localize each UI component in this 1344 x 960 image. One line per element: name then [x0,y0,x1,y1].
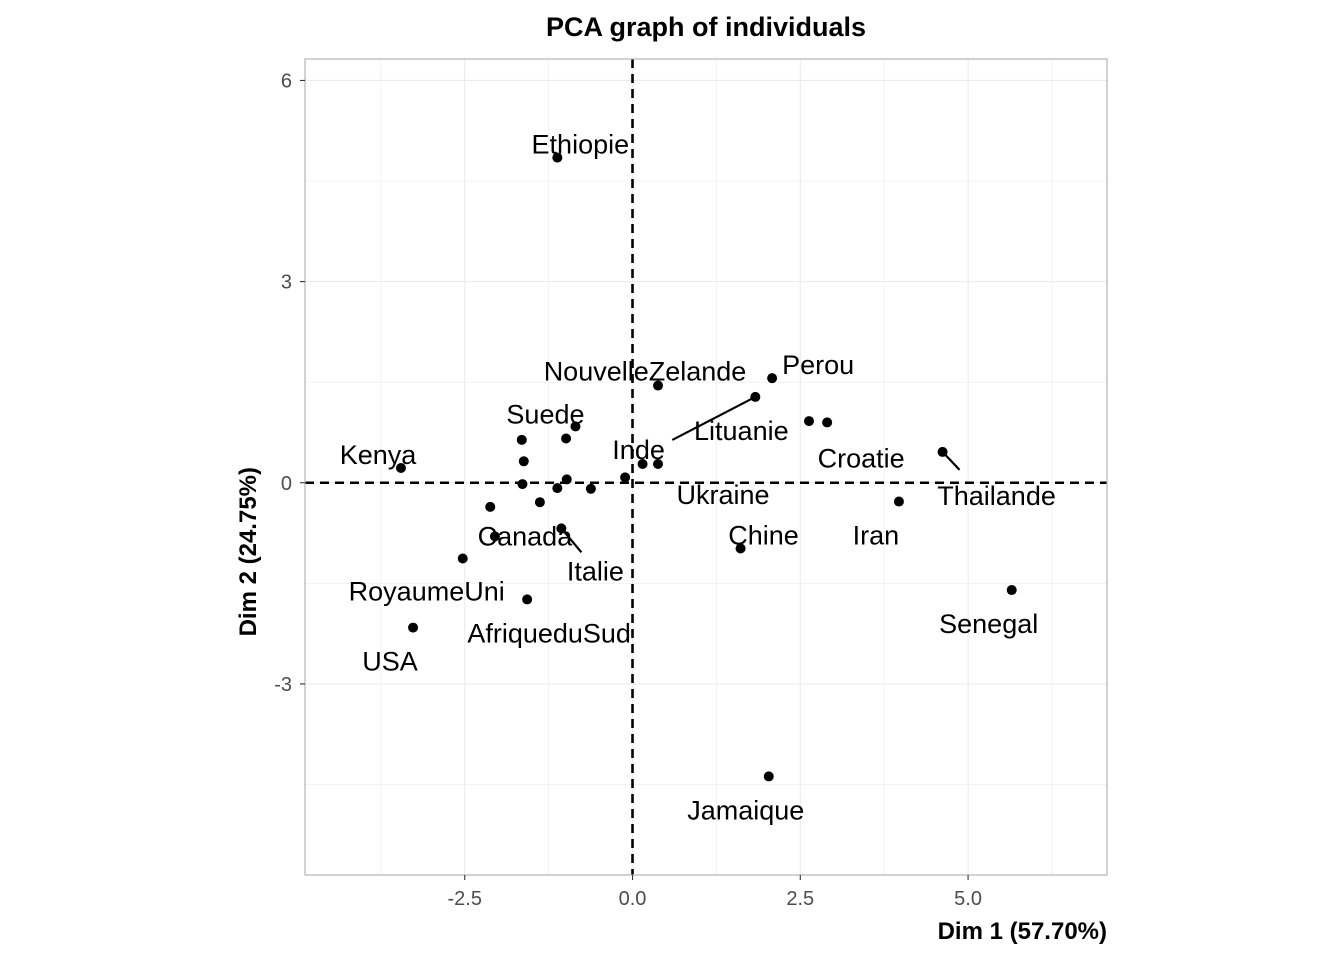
y-tick-label: -3 [274,674,292,696]
leader-line [560,527,583,554]
point-label: Senegal [939,609,1038,639]
data-point [552,483,563,494]
point-ethiopie [552,152,563,163]
y-tick-label: 3 [281,272,292,294]
leader-line [671,395,756,441]
point-label: Croatie [818,443,905,473]
point-canada [489,531,500,542]
data-point [517,479,528,490]
y-axis-label: Dim 2 (24.75%) [235,467,262,636]
data-point [585,483,596,494]
axis-ticks: -2.5 0.0 2.5 5.0 -3 0 3 6 [274,70,982,910]
point-label: Lituanie [694,416,789,446]
data-point [620,472,631,483]
point-label: Ukraine [676,480,769,510]
point-chine [735,543,746,554]
data-point [516,434,527,445]
point-label: Suede [506,399,584,429]
point-label: Kenya [340,440,418,470]
data-point [485,501,496,512]
point-senegal [1006,585,1017,596]
reference-lines [305,59,1107,875]
point-afriquedusud [522,594,533,605]
x-tick-label: -2.5 [447,888,481,910]
point-label: Jamaique [687,795,804,825]
grid-lines [305,59,1107,875]
point-usa [408,622,419,633]
point-ukraine [653,458,664,469]
leader-line [941,451,961,471]
x-tick-label: 0.0 [619,888,647,910]
point-label: Chine [728,520,799,550]
x-tick-label: 2.5 [786,888,814,910]
point-label: Ethiopie [532,130,630,160]
point-perou [767,373,778,384]
x-tick-label: 5.0 [954,888,982,910]
chart-title: PCA graph of individuals [546,12,866,42]
point-jamaique [763,771,774,782]
point-label: USA [362,647,418,677]
point-label: Iran [853,521,900,551]
point-labels: Ethiopie Perou NouvelleZelande Lituanie Sued… [340,130,1056,826]
data-points [395,152,1017,782]
y-tick-label: 0 [281,473,292,495]
point-inde [637,458,648,469]
x-axis-label: Dim 1 (57.70%) [938,918,1107,945]
point-croatie [822,417,833,428]
point-label: Thailande [937,481,1056,511]
point-kenya [395,463,406,474]
point-nouvellezelande [653,380,664,391]
plot-panel-border [304,58,1108,876]
data-point [561,433,572,444]
point-iran [893,496,904,507]
point-label: Italie [567,556,624,586]
point-label: Canada [478,521,574,551]
data-point [534,497,545,508]
point-label: AfriqueduSud [467,618,631,648]
data-point [518,456,529,467]
data-point [561,474,572,485]
point-label: RoyaumeUni [349,577,505,607]
point-label: NouvelleZelande [544,357,747,387]
point-suede [570,421,581,432]
y-tick-label: 6 [281,70,292,92]
data-point [804,416,815,427]
point-label: Inde [612,435,665,465]
point-royaumeuni [457,553,468,564]
point-label: Perou [782,350,854,380]
